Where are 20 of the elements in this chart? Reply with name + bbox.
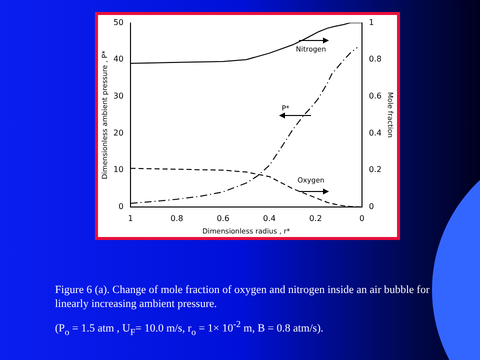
y-tick-label: 10 bbox=[113, 165, 124, 174]
x-tick-label: 0.2 bbox=[309, 214, 322, 223]
x-tick-label: 0.4 bbox=[262, 214, 276, 223]
y-tick-label: 50 bbox=[113, 18, 124, 27]
x-tick-label: 0.8 bbox=[170, 214, 184, 223]
x-tick-label: 0.6 bbox=[216, 214, 230, 223]
y-tick-label: 40 bbox=[113, 54, 124, 64]
y2-tick-label: 0.2 bbox=[368, 165, 382, 174]
y2-tick-label: 0.8 bbox=[368, 54, 382, 64]
y2-tick-label: 1 bbox=[368, 18, 374, 27]
caption: Figure 6 (a). Change of mole fraction of oxygen and nitrogen inside an air bubble for linearly increasing ambient pressure. bbox=[55, 283, 430, 311]
y2-tick-label: 0.6 bbox=[368, 92, 382, 101]
x-tick-label: 1 bbox=[128, 214, 134, 223]
y2-tick-label: 0.4 bbox=[368, 128, 382, 138]
y-tick-label: 0 bbox=[118, 202, 124, 212]
x-tick-label: 0 bbox=[359, 214, 364, 223]
y-tick-label: 20 bbox=[113, 128, 124, 138]
y2-tick-label: 0 bbox=[368, 202, 374, 212]
text: (P$_{o}$ = 1.5 atm , U$_{F}$= 10.0 m/s, r$_{o}$ = 1× 10$^{-2}$ m, B = 0.8 atm/s). bbox=[55, 319, 324, 337]
y-tick-label: 30 bbox=[113, 92, 124, 101]
